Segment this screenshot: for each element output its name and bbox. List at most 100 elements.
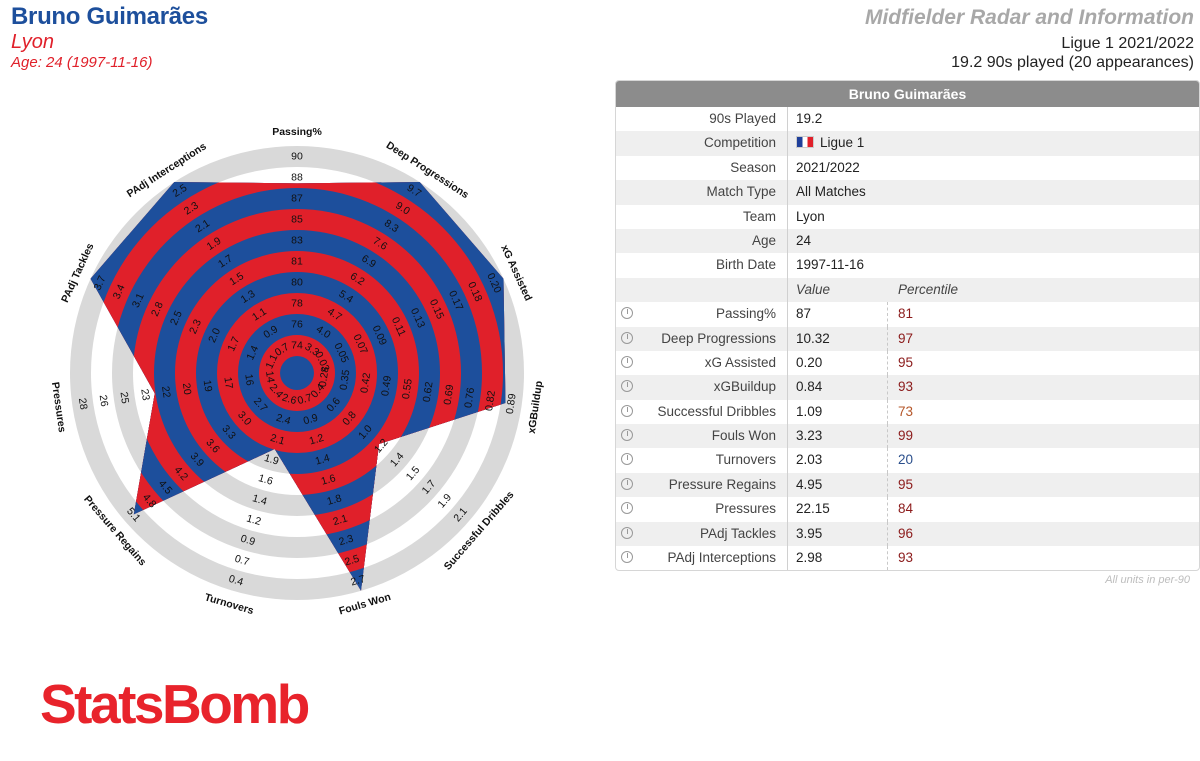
radar-tick-label: 2.0 xyxy=(206,326,223,344)
units-note: All units in per-90 xyxy=(1105,574,1190,586)
metric-row: PAdj Interceptions 2.98 93 xyxy=(616,546,1199,571)
metric-value: 0.20 xyxy=(796,354,823,370)
player-age: Age: 24 (1997-11-16) xyxy=(11,54,153,71)
radar-tick-label: 2.6 xyxy=(281,392,299,408)
metric-row: Passing% 87 81 xyxy=(616,302,1199,327)
metric-value: 0.84 xyxy=(796,379,823,395)
metric-label: Successful Dribbles xyxy=(657,403,776,419)
metric-value: 4.95 xyxy=(796,476,823,492)
info-label: 90s Played xyxy=(709,111,776,126)
metric-percentile: 96 xyxy=(898,525,914,541)
metric-percentile: 95 xyxy=(898,354,914,370)
metric-label: Passing% xyxy=(715,306,776,322)
percentile-column-header: Percentile xyxy=(898,281,959,297)
radar-tick-label: 2.1 xyxy=(269,432,287,448)
radar-tick-label: 0.4 xyxy=(227,573,245,589)
info-value: 24 xyxy=(796,232,812,248)
info-row: 90s Played 19.2 xyxy=(616,107,1199,132)
competition-name: Ligue 1 xyxy=(820,135,865,151)
radar-tick-label: 0.76 xyxy=(462,387,477,409)
info-label: Match Type xyxy=(706,184,776,200)
radar-tick-label: 88 xyxy=(291,172,303,184)
radar-tick-label: 19 xyxy=(201,379,215,392)
info-row: Match Type All Matches xyxy=(616,180,1199,205)
metric-value: 2.98 xyxy=(796,550,823,566)
radar-axis-label: Fouls Won xyxy=(338,591,393,618)
metric-percentile: 95 xyxy=(898,476,914,492)
metric-percentile: 20 xyxy=(898,452,914,468)
radar-tick-label: 0.9 xyxy=(302,412,320,428)
radar-tick-label: 3.4 xyxy=(111,283,128,301)
radar-axis-label: xGBuildup xyxy=(526,380,545,434)
player-info-table: Bruno Guimarães 90s Played 19.2 Competitio… xyxy=(615,80,1200,572)
team-name: Lyon xyxy=(11,31,55,53)
radar-tick-label: 85 xyxy=(291,214,303,226)
metric-row: Deep Progressions 10.32 97 xyxy=(616,326,1199,351)
radar-tick-label: 78 xyxy=(291,298,303,310)
metric-percentile: 99 xyxy=(898,428,914,444)
metric-row: xGBuildup 0.84 93 xyxy=(616,375,1199,400)
radar-tick-label: 0.7 xyxy=(296,392,314,408)
gauge-icon xyxy=(621,331,633,344)
table-body: 90s Played 19.2 Competition Ligue 1 Season 20… xyxy=(616,107,1199,571)
radar-tick-label: 0.69 xyxy=(442,384,457,406)
info-label: Birth Date xyxy=(715,257,776,273)
league-season: Ligue 1 2021/2022 xyxy=(1061,35,1194,52)
radar-axis-label: Pressures xyxy=(49,381,68,433)
radar-tick-label: 16 xyxy=(242,373,256,386)
info-value: 2021/2022 xyxy=(796,159,860,175)
info-row: Season 2021/2022 xyxy=(616,155,1199,181)
radar-tick-label: 0.35 xyxy=(338,369,353,391)
radar-tick-label: 0.7 xyxy=(233,553,251,569)
metric-label: xG Assisted xyxy=(704,354,776,370)
player-name: Bruno Guimarães xyxy=(11,3,208,30)
info-value: 1997-11-16 xyxy=(796,257,865,273)
metric-value: 22.15 xyxy=(796,501,830,517)
metrics-column-header: Value Percentile xyxy=(616,277,1199,303)
radar-tick-label: 0.49 xyxy=(379,375,394,397)
france-flag-icon xyxy=(796,136,814,149)
radar-tick-label: 0.89 xyxy=(504,393,519,415)
radar-tick-label: 20 xyxy=(180,382,194,395)
metric-label: xGBuildup xyxy=(713,379,776,395)
radar-tick-label: 0.28 xyxy=(317,366,332,388)
radar-tick-label: 80 xyxy=(291,277,303,289)
metric-percentile: 81 xyxy=(898,306,914,322)
radar-tick-label: 0.62 xyxy=(421,381,436,403)
radar-tick-label: 2.4 xyxy=(275,412,293,428)
radar-tick-label: 2.5 xyxy=(343,553,361,569)
minutes-played: 19.2 90s played (20 appearances) xyxy=(951,54,1194,71)
page-title: Midfielder Radar and Information xyxy=(864,6,1194,29)
metric-label: PAdj Interceptions xyxy=(667,550,776,566)
metric-row: Successful Dribbles 1.09 73 xyxy=(616,399,1199,425)
radar-tick-label: 2.1 xyxy=(332,512,350,528)
info-row: Birth Date 1997-11-16 xyxy=(616,253,1199,278)
metric-row: xG Assisted 0.20 95 xyxy=(616,350,1199,376)
info-label: Competition xyxy=(703,135,776,151)
info-row: Competition Ligue 1 xyxy=(616,131,1199,156)
metric-value: 10.32 xyxy=(796,330,830,346)
radar-tick-label: 2.3 xyxy=(187,317,204,335)
radar-tick-label: 1.6 xyxy=(257,472,275,488)
radar-tick-label: 23 xyxy=(138,388,152,401)
radar-tick-label: 2.8 xyxy=(149,300,166,318)
metric-label: Pressures xyxy=(715,501,776,517)
radar-tick-label: 17 xyxy=(221,376,235,389)
metric-row: Pressures 22.15 84 xyxy=(616,497,1199,522)
radar-tick-label: 1.8 xyxy=(326,492,344,508)
radar-tick-label: 90 xyxy=(291,151,303,163)
info-label: Team xyxy=(742,208,776,224)
gauge-icon xyxy=(621,355,633,368)
gauge-icon xyxy=(621,307,633,320)
metric-row: Fouls Won 3.23 99 xyxy=(616,424,1199,449)
statsbomb-logo: StatsBomb xyxy=(40,673,310,735)
radar-tick-label: 1.2 xyxy=(308,432,326,448)
radar-tick-label: 0.55 xyxy=(400,378,415,400)
radar-tick-label: 76 xyxy=(291,319,303,331)
metric-value: 87 xyxy=(796,306,812,322)
info-value: Ligue 1 xyxy=(796,131,864,155)
radar-tick-label: 2.5 xyxy=(168,309,185,327)
metric-percentile: 93 xyxy=(898,379,914,395)
radar-tick-label: 28 xyxy=(76,397,90,410)
radar-tick-label: 1.4 xyxy=(314,452,332,468)
